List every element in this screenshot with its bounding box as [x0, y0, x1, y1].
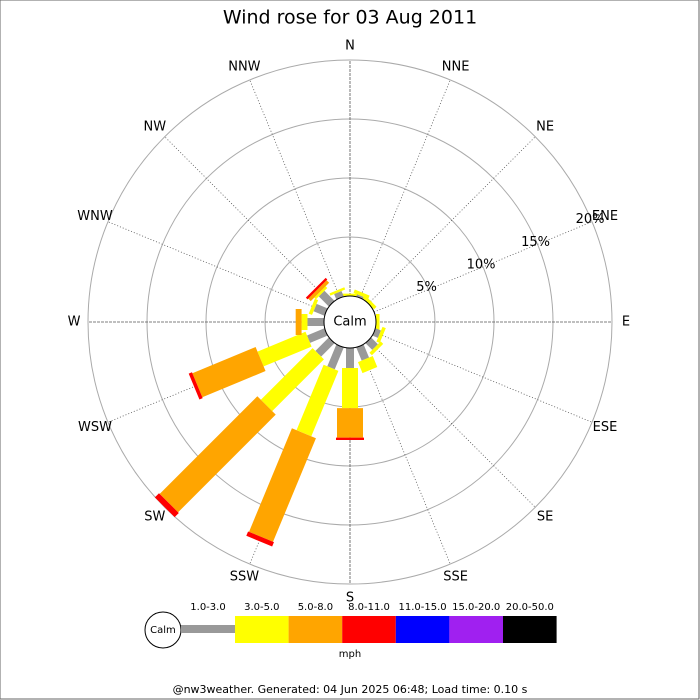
- wind-bar: [315, 337, 335, 357]
- wind-bar: [357, 356, 378, 374]
- direction-label: W: [68, 315, 81, 330]
- wind-bar: [249, 428, 316, 542]
- direction-label: S: [346, 591, 354, 606]
- direction-label: WNW: [77, 209, 113, 224]
- wind-bar: [257, 331, 312, 367]
- direction-label: NNE: [442, 60, 470, 75]
- wind-bar: [372, 328, 382, 338]
- r-tick-label: 15%: [521, 235, 550, 250]
- direction-label: WSW: [78, 420, 112, 435]
- wind-bar: [305, 277, 328, 300]
- wind-bar: [313, 303, 328, 316]
- spoke: [164, 136, 332, 304]
- spoke: [368, 340, 536, 508]
- wind-bar: [246, 531, 274, 547]
- spoke: [107, 221, 327, 313]
- legend-swatch: [342, 616, 396, 643]
- direction-label: SE: [537, 510, 553, 525]
- spoke: [359, 345, 451, 565]
- legend-swatch: [235, 616, 289, 643]
- legend-label: 8.0-11.0: [348, 602, 390, 613]
- legend-swatch: [288, 616, 343, 643]
- wind-bar: [362, 295, 377, 310]
- direction-label: NW: [144, 119, 167, 134]
- wind-bar: [188, 372, 203, 400]
- footer: @nw3weather. Generated: 04 Jun 2025 06:4…: [173, 683, 528, 696]
- wind-bar: [356, 344, 370, 361]
- wind-bar: [308, 280, 330, 302]
- calm-circle: [323, 295, 377, 349]
- chart-title: Wind rose for 03 Aug 2011: [223, 7, 477, 29]
- wind-bar: [334, 290, 344, 300]
- r-tick-label: 10%: [467, 257, 496, 272]
- direction-label: SSE: [443, 569, 468, 584]
- direction-label: SSW: [230, 569, 260, 584]
- r-tick-label: 5%: [416, 280, 437, 295]
- wind-bar: [329, 287, 346, 296]
- r-tick-label: 20%: [576, 212, 605, 227]
- wind-bar: [159, 396, 276, 513]
- direction-label: E: [622, 315, 630, 330]
- legend-label: 20.0-50.0: [506, 602, 554, 613]
- direction-label: NNW: [228, 60, 260, 75]
- grid-ring: [87, 59, 613, 585]
- spoke: [359, 79, 451, 299]
- spoke: [249, 79, 341, 299]
- legend-swatch: [395, 616, 450, 643]
- legend-calm-label: Calm: [150, 625, 176, 636]
- direction-label: ESE: [593, 420, 618, 435]
- legend-label: 3.0-5.0: [244, 602, 279, 613]
- wind-bar: [296, 364, 339, 437]
- spoke: [373, 331, 593, 423]
- wind-bar: [308, 298, 319, 315]
- wind-bar: [353, 289, 370, 299]
- unit-label: mph: [339, 649, 361, 660]
- legend-swatch: [449, 616, 503, 643]
- spoke: [373, 221, 593, 313]
- legend-swatch: [503, 616, 557, 643]
- legend-label: 1.0-3.0: [190, 602, 225, 613]
- direction-label: SW: [144, 510, 165, 525]
- wind-bar: [369, 341, 384, 356]
- wind-bar: [314, 286, 328, 300]
- direction-label: NE: [536, 119, 554, 134]
- spoke: [368, 136, 536, 304]
- calm-label: Calm: [333, 315, 366, 330]
- wind-bar: [307, 328, 328, 343]
- wind-bar: [318, 290, 335, 307]
- legend-label: 15.0-20.0: [452, 602, 500, 613]
- legend-label: 5.0-8.0: [298, 602, 333, 613]
- direction-label: ENE: [592, 209, 618, 224]
- legend-label: 11.0-15.0: [399, 602, 447, 613]
- wind-bar: [154, 493, 179, 518]
- direction-label: N: [345, 39, 355, 54]
- wind-bar: [260, 348, 324, 412]
- wind-bar: [192, 347, 266, 398]
- wind-bar: [376, 326, 386, 343]
- wind-bar: [365, 337, 378, 350]
- wind-bar: [327, 344, 344, 370]
